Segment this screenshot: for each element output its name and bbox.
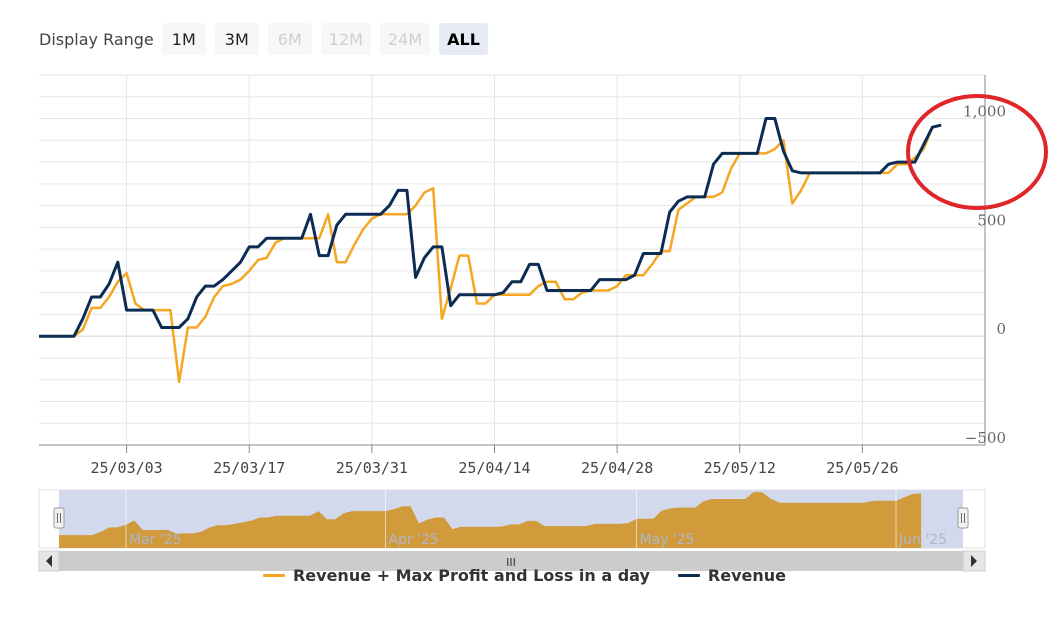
navigator-handle-left[interactable]	[53, 507, 65, 529]
y-tick-label: 500	[977, 211, 1006, 229]
series-layer	[39, 117, 942, 384]
legend-swatch	[677, 574, 700, 577]
x-tick-label: 25/05/12	[704, 459, 776, 477]
x-tick-label: 25/04/14	[458, 459, 530, 477]
navigator-area	[59, 492, 922, 548]
range-button-all[interactable]: ALL	[439, 23, 488, 55]
range-buttons: 1M 3M 6M 12M 24M ALL	[161, 23, 497, 55]
legend-item-revenue[interactable]: Revenue	[677, 566, 787, 585]
range-button-24m: 24M	[379, 23, 431, 55]
legend-label: Revenue + Max Profit and Loss in a day	[292, 566, 650, 585]
axes: 25/03/03 25/03/17 25/03/31 25/04/14 25/04/28…	[39, 75, 1006, 477]
navigator-handle-right[interactable]	[957, 507, 969, 529]
x-tick-label: 25/03/03	[90, 459, 162, 477]
navigator-handle-right-body[interactable]	[957, 507, 969, 529]
range-button-6m: 6M	[267, 23, 312, 55]
x-tick-label: 25/04/28	[581, 459, 653, 477]
range-button-12m: 12M	[320, 23, 371, 55]
series-revenue-line	[39, 117, 942, 338]
range-selector-label: Display Range	[39, 29, 154, 49]
x-tick-label: 25/03/31	[336, 459, 408, 477]
legend-item-revenue-max[interactable]: Revenue + Max Profit and Loss in a day	[262, 566, 650, 585]
navigator-tick-label: Apr '25	[388, 532, 438, 548]
y-tick-label: 0	[996, 320, 1006, 338]
y-tick-label: −500	[965, 429, 1006, 447]
navigator[interactable]: Mar '25 Apr '25 May '25 Jun '25 III	[39, 490, 986, 572]
y-tick-label: 1,000	[963, 103, 1006, 121]
navigator-handle-left-body[interactable]	[53, 507, 65, 529]
x-tick-label: 25/05/26	[826, 459, 898, 477]
arrow-left-icon	[46, 555, 52, 567]
legend-label: Revenue	[707, 566, 787, 585]
range-button-1m[interactable]: 1M	[161, 23, 206, 55]
arrow-right-icon	[971, 555, 977, 567]
x-tick-label: 25/03/17	[213, 459, 285, 477]
range-button-3m[interactable]: 3M	[214, 23, 259, 55]
highlight-circle	[906, 94, 1048, 210]
legend-swatch	[262, 574, 285, 577]
annotations	[906, 94, 1048, 210]
scrollbar-grip-icon: III	[506, 556, 516, 569]
navigator-tick-label: Jun '25	[898, 532, 947, 548]
range-selector: Display Range 1M 3M 6M 12M 24M ALL	[39, 22, 497, 56]
navigator-tick-label: May '25	[640, 532, 695, 548]
legend: Revenue + Max Profit and Loss in a day Re…	[0, 566, 1049, 585]
grid	[39, 74, 985, 446]
scrollbar-thumb[interactable]	[59, 551, 963, 571]
navigator-tick-label: Mar '25	[129, 532, 182, 548]
series-revenue-max-line	[39, 123, 942, 384]
